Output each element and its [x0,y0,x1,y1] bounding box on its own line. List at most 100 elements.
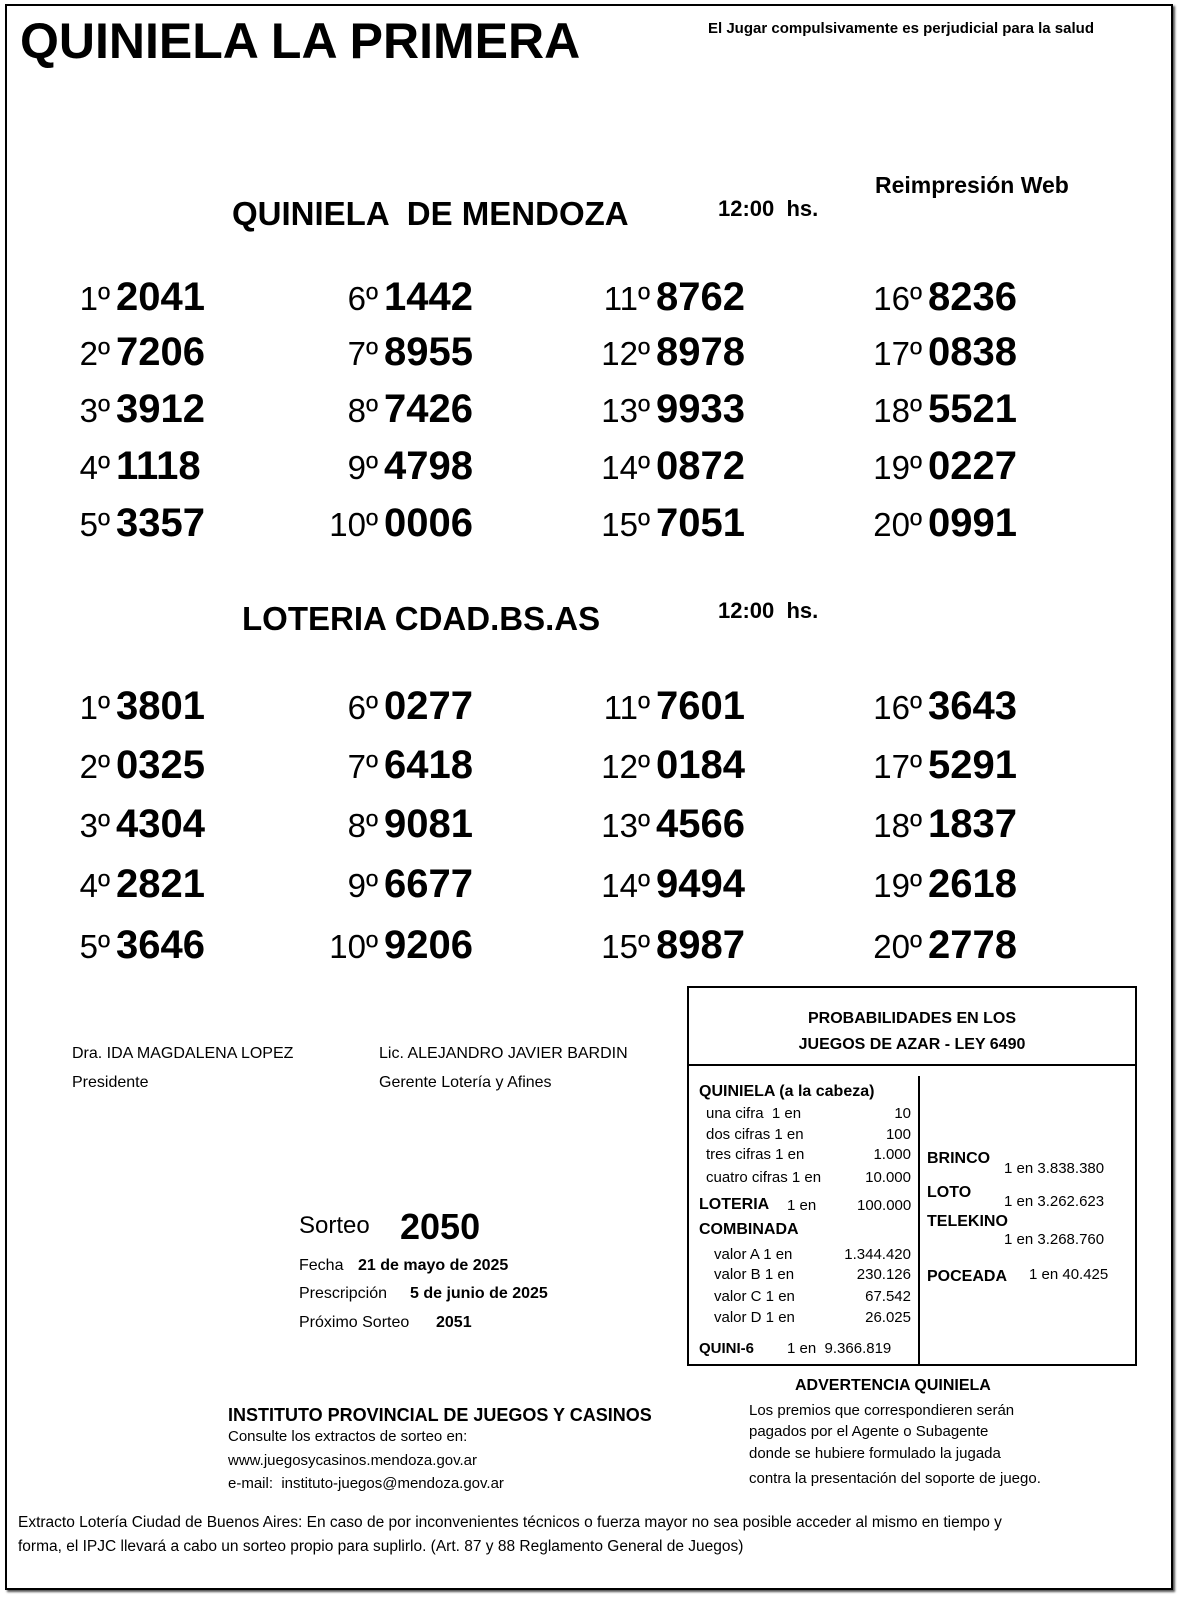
result-entry: 19º 2618 [862,859,1017,909]
result-number: 1442 [384,275,473,319]
result-entry: 16º 8236 [862,272,1017,322]
result-position: 1º [79,280,110,317]
result-number: 6677 [384,862,473,906]
result-position: 8º [347,392,378,429]
prescripcion-label: Prescripción [299,1285,388,1302]
result-position: 16º [873,689,922,726]
quiniela-odds-value: 100 [885,1126,911,1143]
result-entry: 12º 0184 [590,740,745,790]
signature-name: Lic. ALEJANDRO JAVIER BARDIN [379,1045,628,1062]
result-entry: 18º 5521 [862,384,1017,434]
result-position: 3º [79,807,110,844]
result-position: 5º [79,506,110,543]
result-entry: 9º 4798 [318,441,473,491]
institute-website-link[interactable]: www.juegosycasinos.mendoza.gov.ar [228,1452,478,1469]
brinco-value: 1 en 3.838.380 [1004,1160,1105,1177]
result-entry: 7º 8955 [318,327,473,377]
quiniela-odds-label: una cifra 1 en [706,1105,802,1122]
sorteo-label: Sorteo [299,1212,370,1239]
telekino-label: TELEKINO [927,1213,1008,1230]
result-position: 1º [79,689,110,726]
result-position: 15º [601,928,650,965]
loteria-label: LOTERIA [699,1196,770,1213]
quiniela-label: QUINIELA (a la cabeza) [699,1083,875,1100]
advertencia-line: donde se hubiere formulado la jugada [749,1445,1001,1462]
quiniela-odds-label: dos cifras 1 en [706,1126,804,1143]
result-position: 3º [79,392,110,429]
result-position: 16º [873,280,922,317]
result-number: 1837 [928,802,1017,846]
result-position: 18º [873,392,922,429]
probabilities-box: PROBABILIDADES EN LOS JUEGOS DE AZAR - L… [687,986,1137,1366]
advertencia-line: pagados por el Agente o Subagente [749,1423,989,1440]
loto-value: 1 en 3.262.623 [1004,1193,1105,1210]
proximo-label: Próximo Sorteo [299,1314,410,1331]
result-number: 2041 [116,275,205,319]
sorteo-number: 2050 [400,1206,481,1247]
result-number: 0325 [116,743,205,787]
result-number: 2778 [928,923,1017,967]
result-entry: 6º 1442 [318,272,473,322]
result-number: 3801 [116,684,205,728]
result-entry: 8º 7426 [318,384,473,434]
result-entry: 10º 0006 [318,498,473,548]
advertencia-title: ADVERTENCIA QUINIELA [795,1377,991,1394]
result-number: 0838 [928,330,1017,374]
result-entry: 14º 0872 [590,441,745,491]
quiniela-odds-value: 10.000 [865,1169,911,1186]
result-number: 2618 [928,862,1017,906]
result-number: 9206 [384,923,473,967]
combinada-odds-label: valor B 1 en [714,1266,795,1283]
reprint-label: Reimpresión Web [875,172,1069,198]
result-entry: 17º 0838 [862,327,1017,377]
poceada-value: 1 en 40.425 [1029,1266,1109,1283]
result-entry: 15º 7051 [590,498,745,548]
institute-consult: Consulte los extractos de sorteo en: [228,1428,468,1445]
result-position: 5º [79,928,110,965]
result-position: 20º [873,928,922,965]
result-entry: 4º 2821 [50,859,205,909]
advertencia-line: contra la presentación del soporte de ju… [749,1470,1041,1487]
signature-name: Dra. IDA MAGDALENA LOPEZ [72,1045,294,1062]
result-number: 7051 [656,501,745,545]
fecha-label: Fecha [299,1257,344,1274]
combinada-odds-value: 26.025 [865,1309,911,1326]
result-number: 8236 [928,275,1017,319]
result-number: 8762 [656,275,745,319]
result-entry: 12º 8978 [590,327,745,377]
result-position: 10º [329,928,378,965]
result-position: 4º [79,449,110,486]
result-number: 7206 [116,330,205,374]
result-entry: 13º 4566 [590,799,745,849]
health-warning: El Jugar compulsivamente es perjudicial … [708,20,1094,37]
result-number: 8955 [384,330,473,374]
result-position: 11º [603,280,650,317]
result-number: 0184 [656,743,745,787]
quiniela-odds-label: tres cifras 1 en [706,1146,805,1163]
result-entry: 14º 9494 [590,859,745,909]
result-position: 20º [873,506,922,543]
probabilities-subtitle: JUEGOS DE AZAR - LEY 6490 [798,1036,1026,1053]
divider [918,1076,920,1364]
result-position: 8º [347,807,378,844]
draw-title-ciudad: LOTERIA CDAD.BS.AS [242,600,601,637]
result-entry: 11º 7601 [590,681,745,731]
result-entry: 3º 4304 [50,799,205,849]
result-entry: 3º 3912 [50,384,205,434]
institute-email-link[interactable]: e-mail: instituto-juegos@mendoza.gov.ar [228,1475,504,1492]
result-number: 6418 [384,743,473,787]
result-position: 19º [873,449,922,486]
result-position: 13º [601,392,650,429]
result-number: 4798 [384,444,473,488]
result-entry: 2º 0325 [50,740,205,790]
loto-label: LOTO [927,1184,972,1201]
result-number: 0277 [384,684,473,728]
result-number: 5521 [928,387,1017,431]
result-position: 6º [347,280,378,317]
quini6-label: QUINI-6 [699,1340,755,1357]
result-entry: 1º 2041 [50,272,205,322]
result-position: 14º [601,867,650,904]
result-number: 4566 [656,802,745,846]
result-entry: 11º 8762 [590,272,745,322]
